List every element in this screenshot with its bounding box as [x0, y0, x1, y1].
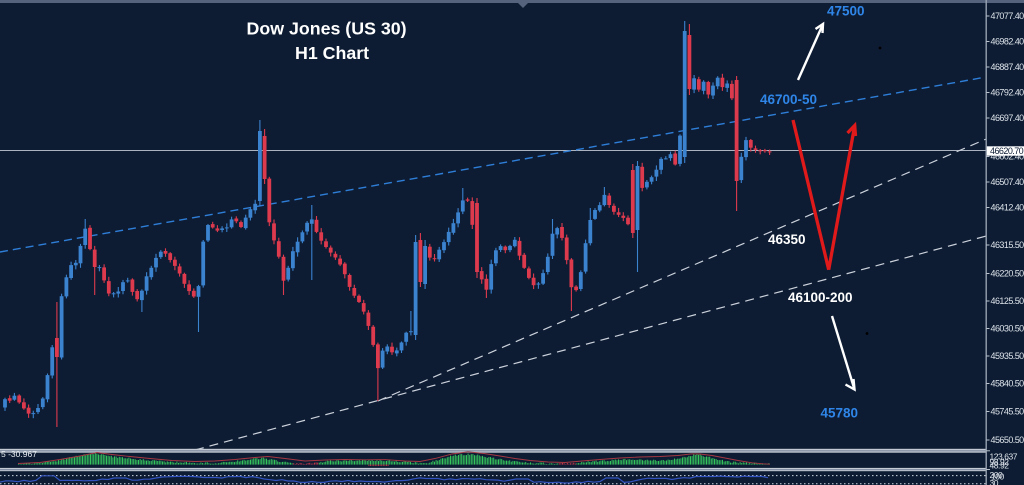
svg-text:46412.40: 46412.40 [991, 203, 1024, 213]
svg-text:46700-50: 46700-50 [760, 92, 817, 107]
svg-text:46125.50: 46125.50 [991, 296, 1024, 306]
svg-text:200: 200 [990, 470, 1004, 480]
svg-text:46030.50: 46030.50 [991, 324, 1024, 334]
svg-text:46620.70: 46620.70 [990, 146, 1024, 156]
svg-text:45840.50: 45840.50 [991, 379, 1024, 389]
svg-text:98.92: 98.92 [990, 457, 1010, 467]
svg-text:123,637: 123,637 [990, 452, 1018, 462]
svg-text:46220.50: 46220.50 [991, 269, 1024, 279]
svg-text:47500: 47500 [827, 4, 865, 19]
svg-text:5 -30.967: 5 -30.967 [1, 449, 37, 459]
svg-text:45650.50: 45650.50 [991, 435, 1024, 445]
svg-text:46697.40: 46697.40 [991, 113, 1024, 123]
svg-text:Dow Jones (US 30): Dow Jones (US 30) [247, 19, 407, 39]
svg-text:47077.40: 47077.40 [991, 11, 1024, 21]
svg-text:100: 100 [991, 472, 1005, 482]
svg-text:46100-200: 46100-200 [788, 290, 853, 305]
svg-text:48.92: 48.92 [990, 460, 1010, 470]
svg-text:46602.40: 46602.40 [991, 152, 1024, 162]
svg-text:45745.50: 45745.50 [991, 407, 1024, 417]
svg-text:H1 Chart: H1 Chart [295, 43, 369, 63]
svg-text:46792.40: 46792.40 [991, 88, 1024, 98]
svg-text:46982.40: 46982.40 [991, 37, 1024, 47]
svg-text:30: 30 [990, 478, 999, 485]
svg-text:45780: 45780 [821, 406, 859, 421]
svg-text:46887.40: 46887.40 [991, 62, 1024, 72]
svg-text:46350: 46350 [768, 232, 806, 247]
svg-text:45935.50: 45935.50 [991, 351, 1024, 361]
svg-text:46315.50: 46315.50 [991, 240, 1024, 250]
svg-text:46507.40: 46507.40 [991, 177, 1024, 187]
